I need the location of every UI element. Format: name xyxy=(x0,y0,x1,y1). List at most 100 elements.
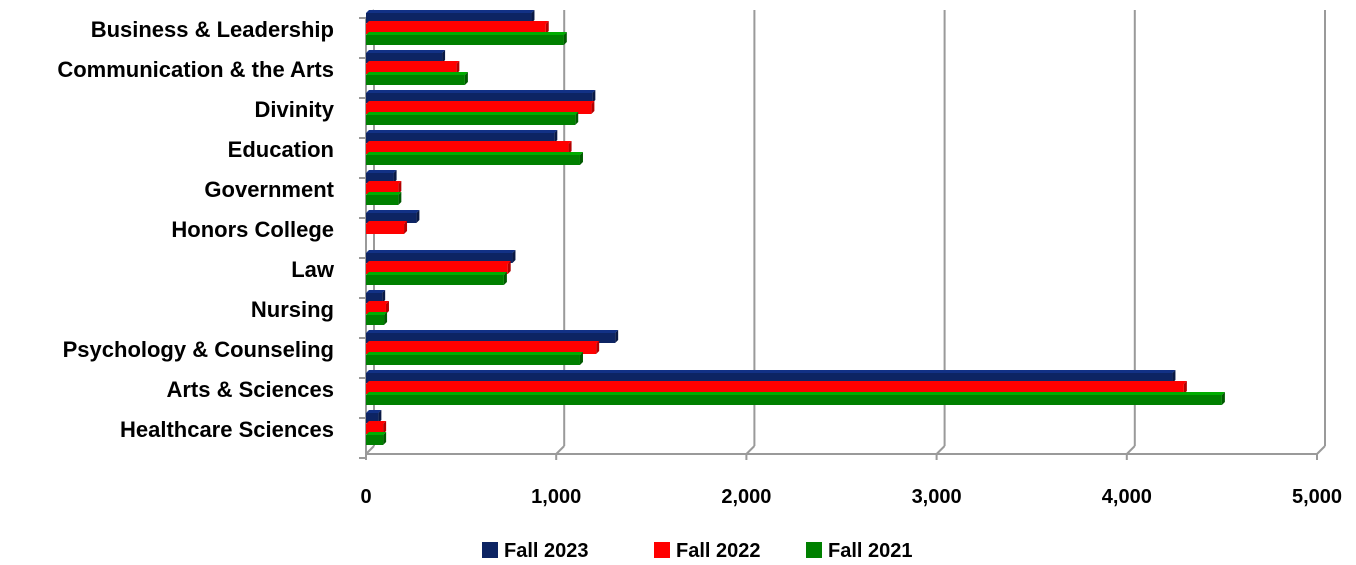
bar xyxy=(366,221,408,234)
x-tick-label: 4,000 xyxy=(1102,486,1152,508)
bar-front xyxy=(366,195,399,205)
bar-top xyxy=(366,221,408,224)
category-label: Arts & Sciences xyxy=(166,377,334,402)
bar-front xyxy=(366,184,399,194)
bar-top xyxy=(366,10,535,13)
bar xyxy=(366,250,516,263)
bar-end xyxy=(385,301,389,314)
category-labels: Business & Leadership Communication & the… xyxy=(57,17,335,442)
category-label: Law xyxy=(291,257,335,282)
bar-top xyxy=(366,130,558,133)
bar-top xyxy=(366,61,460,64)
bar-end xyxy=(575,112,579,125)
bar-end xyxy=(579,152,583,165)
bar xyxy=(366,10,535,23)
bar xyxy=(366,61,460,74)
bar-top xyxy=(366,72,468,75)
bar xyxy=(366,370,1176,383)
bar-end xyxy=(383,432,387,445)
bar xyxy=(366,112,579,125)
bar-top xyxy=(366,141,572,144)
bar-top xyxy=(366,152,583,155)
gridline-floor xyxy=(1316,445,1326,455)
gridline-floor xyxy=(935,445,946,455)
bar-end xyxy=(563,32,567,45)
bar-front xyxy=(366,435,384,445)
bar-front xyxy=(366,75,465,85)
bar-end xyxy=(512,250,516,263)
bar-top xyxy=(366,32,567,35)
bar-end xyxy=(464,72,468,85)
bar-top xyxy=(366,421,387,424)
category-label: Education xyxy=(228,137,334,162)
bar-front xyxy=(366,333,616,343)
bar xyxy=(366,290,386,303)
bar xyxy=(366,72,468,85)
legend-swatch xyxy=(654,542,670,558)
bar-front xyxy=(366,224,405,234)
legend-item: Fall 2023 xyxy=(482,540,589,562)
bar-top xyxy=(366,210,420,213)
bar-end xyxy=(384,312,388,325)
bar xyxy=(366,152,583,165)
x-tick-label: 5,000 xyxy=(1292,486,1342,508)
gridline-floor xyxy=(1126,445,1136,455)
bar xyxy=(366,352,583,365)
bar-top xyxy=(366,272,507,275)
bar-top xyxy=(366,21,549,24)
bar-end xyxy=(1221,392,1225,405)
gridline-floor xyxy=(745,445,756,455)
bars xyxy=(366,10,1225,445)
bar-top xyxy=(366,330,619,333)
legend-swatch xyxy=(482,542,498,558)
bar-end xyxy=(398,181,402,194)
gridline-floor xyxy=(555,445,565,455)
category-label: Psychology & Counseling xyxy=(63,337,334,362)
x-tick-label: 2,000 xyxy=(721,486,771,508)
bar-end xyxy=(507,261,511,274)
bar-top xyxy=(366,101,595,104)
x-tick-label: 3,000 xyxy=(912,486,962,508)
legend-label: Fall 2021 xyxy=(828,540,913,562)
bar-end xyxy=(592,90,596,103)
category-label: Communication & the Arts xyxy=(57,57,334,82)
bar-end xyxy=(382,290,386,303)
bar-front xyxy=(366,104,592,114)
bar-top xyxy=(366,432,387,435)
bar-front xyxy=(366,24,546,34)
bar xyxy=(366,381,1187,394)
bar-end xyxy=(378,410,382,423)
bar-front xyxy=(366,275,504,285)
gridline-floor xyxy=(365,445,375,455)
bar xyxy=(366,341,600,354)
bar-front xyxy=(366,384,1184,394)
x-tick-label: 0 xyxy=(360,486,371,508)
x-tick-label: 1,000 xyxy=(531,486,581,508)
bar xyxy=(366,421,387,434)
bar-end xyxy=(404,221,408,234)
category-label: Honors College xyxy=(171,217,334,242)
bar xyxy=(366,432,387,445)
legend-label: Fall 2022 xyxy=(676,540,761,562)
bar-top xyxy=(366,392,1225,395)
legend-label: Fall 2023 xyxy=(504,540,589,562)
bar xyxy=(366,170,397,183)
bar-top xyxy=(366,341,600,344)
bar-top xyxy=(366,50,446,53)
bar-end xyxy=(383,421,387,434)
bar-front xyxy=(366,344,597,354)
bar-top xyxy=(366,381,1187,384)
bar-top xyxy=(366,192,402,195)
bar-end xyxy=(393,170,397,183)
bar xyxy=(366,50,446,63)
bar-end xyxy=(596,341,600,354)
bar-front xyxy=(366,424,384,434)
bar-end xyxy=(1183,381,1187,394)
bar-end xyxy=(579,352,583,365)
legend-swatch xyxy=(806,542,822,558)
bar-top xyxy=(366,370,1176,373)
bar-top xyxy=(366,90,596,93)
bar xyxy=(366,130,558,143)
bar xyxy=(366,410,382,423)
